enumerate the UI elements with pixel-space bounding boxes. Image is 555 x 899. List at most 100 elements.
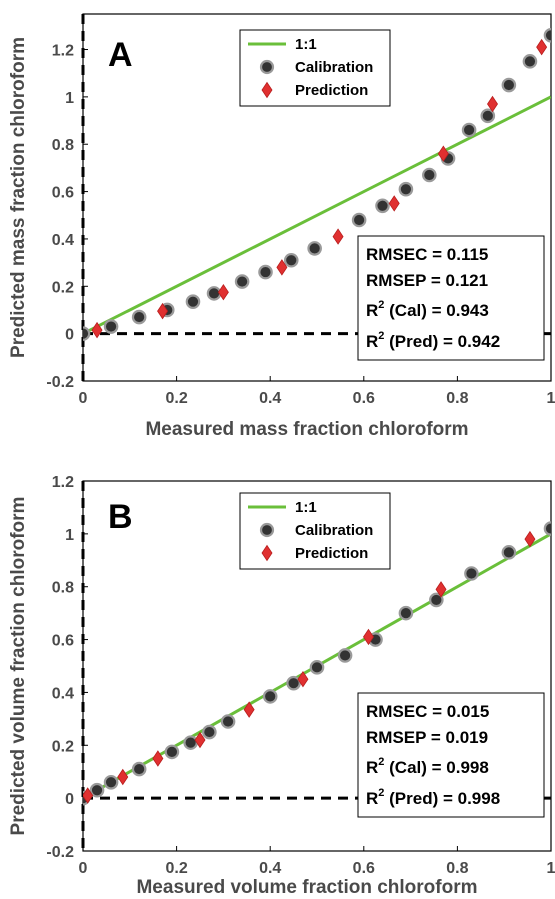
calibration-point: [89, 782, 105, 798]
x-tick-label: 0.8: [446, 860, 468, 877]
y-tick-label: -0.2: [46, 844, 74, 861]
plot-frame: [82, 480, 552, 852]
y-tick-label: 1: [65, 90, 74, 107]
stats-line: R2 (Pred) = 0.942: [366, 330, 500, 351]
y-tick-label: 1.2: [52, 474, 74, 491]
series-line-1to1: [83, 95, 551, 335]
calibration-point: [258, 264, 273, 280]
stats-value: (Pred) = 0.942: [384, 332, 500, 351]
prediction-point: [117, 768, 129, 786]
stats-line: RMSEP = 0.019: [366, 728, 488, 747]
stats-superscript: 2: [378, 299, 384, 311]
stats-prefix: R: [366, 332, 378, 351]
calibration-point: [234, 274, 250, 289]
prediction-point: [217, 283, 229, 301]
stats-value: (Cal) = 0.943: [384, 301, 488, 320]
stats-line: RMSEC = 0.015: [366, 702, 489, 721]
y-tick-label: 0: [65, 327, 74, 344]
prediction-point: [437, 145, 449, 162]
stats-line: R2 (Cal) = 0.998: [366, 756, 489, 777]
calibration-point: [337, 648, 353, 663]
stats-line: R2 (Cal) = 0.943: [366, 299, 489, 320]
calibration-point: [398, 181, 414, 197]
y-axis-label: Predicted volume fraction chloroform: [8, 497, 29, 836]
calibration-point: [103, 774, 119, 790]
calibration-point: [464, 566, 479, 581]
calibration-point: [543, 28, 551, 43]
panel-letter: A: [108, 36, 133, 74]
calibration-point: [131, 761, 147, 777]
stats-prefix: R: [366, 758, 378, 777]
prediction-point: [83, 787, 94, 804]
legend-label: Prediction: [295, 545, 368, 562]
x-tick-label: 0.2: [165, 860, 187, 877]
y-tick-label: 0.4: [52, 232, 74, 249]
calibration-point: [501, 77, 517, 93]
chart-panel-a: 0 0.2 0.4 0.6 0.8 1 -0.2 0 0.2 0.4 0.6 0.8 1 1.2 Measu…: [8, 13, 555, 440]
prediction-point: [388, 195, 400, 212]
y-tick-label: 0.6: [52, 185, 74, 202]
prediction-point: [362, 628, 374, 646]
y-tick-label: 0.6: [52, 633, 74, 650]
calibration-point: [185, 294, 201, 309]
prediction-point: [243, 701, 255, 718]
prediction-point: [152, 750, 164, 767]
calibration-point: [220, 714, 236, 729]
chart-panel-b: 0 0.2 0.4 0.6 0.8 1 -0.2 0 0.2 0.4 0.6 0.8 1 1.2 Measu…: [8, 474, 555, 898]
x-tick-label: 0.4: [259, 390, 281, 407]
x-tick-label: 1: [547, 390, 555, 407]
legend-swatch-circle: [259, 522, 275, 538]
calibration-point: [501, 545, 517, 560]
calibration-point: [351, 212, 367, 228]
calibration-point: [461, 122, 477, 138]
x-tick-label: 0.6: [353, 390, 375, 407]
legend-label: 1:1: [295, 36, 317, 53]
legend-swatch-diamond: [261, 81, 273, 99]
prediction-point: [276, 259, 288, 276]
x-tick-label: 0.4: [259, 860, 281, 877]
stats-prefix: R: [366, 789, 378, 808]
y-tick-label: -0.2: [46, 374, 74, 391]
calibration-point: [429, 592, 444, 608]
stats-line: RMSEP = 0.121: [366, 271, 488, 290]
prediction-point: [332, 228, 344, 245]
stats-value: (Cal) = 0.998: [384, 758, 488, 777]
stats-prefix: R: [366, 301, 378, 320]
data-layer: [83, 28, 551, 341]
stats-box-frame: [357, 235, 545, 361]
calibration-point: [286, 675, 301, 691]
legend-swatch-diamond: [261, 544, 273, 562]
stats-superscript: 2: [378, 787, 384, 799]
y-tick-label: 0.8: [52, 137, 74, 154]
calibration-point: [375, 198, 390, 214]
prediction-point: [157, 302, 169, 320]
x-tick-label: 0.6: [353, 860, 375, 877]
y-tick-label: 1: [65, 527, 74, 544]
x-tick-label: 1: [547, 860, 555, 877]
y-tick-label: 0.8: [52, 580, 74, 597]
prediction-point: [297, 670, 309, 688]
calibration-point: [309, 660, 325, 675]
stats-value: (Pred) = 0.998: [384, 789, 500, 808]
prediction-point: [435, 581, 447, 598]
panel-letter: B: [108, 498, 133, 536]
y-tick-label: 0.2: [52, 738, 74, 755]
prediction-point: [487, 95, 498, 113]
calibration-point: [103, 319, 119, 334]
data-layer: [83, 521, 551, 806]
x-axis-label: Measured volume fraction chloroform: [136, 877, 477, 898]
stats-superscript: 2: [378, 756, 384, 768]
calibration-point: [283, 252, 299, 268]
calibration-point: [398, 605, 414, 621]
prediction-point: [91, 321, 103, 339]
y-tick-label: 0.2: [52, 279, 74, 296]
x-axis-label: Measured mass fraction chloroform: [145, 419, 468, 440]
y-tick-label: 1.2: [52, 43, 74, 60]
calibration-point: [83, 326, 91, 341]
x-tick-label: 0.8: [446, 390, 468, 407]
calibration-point: [202, 724, 217, 740]
stats-box-frame: [357, 692, 545, 818]
